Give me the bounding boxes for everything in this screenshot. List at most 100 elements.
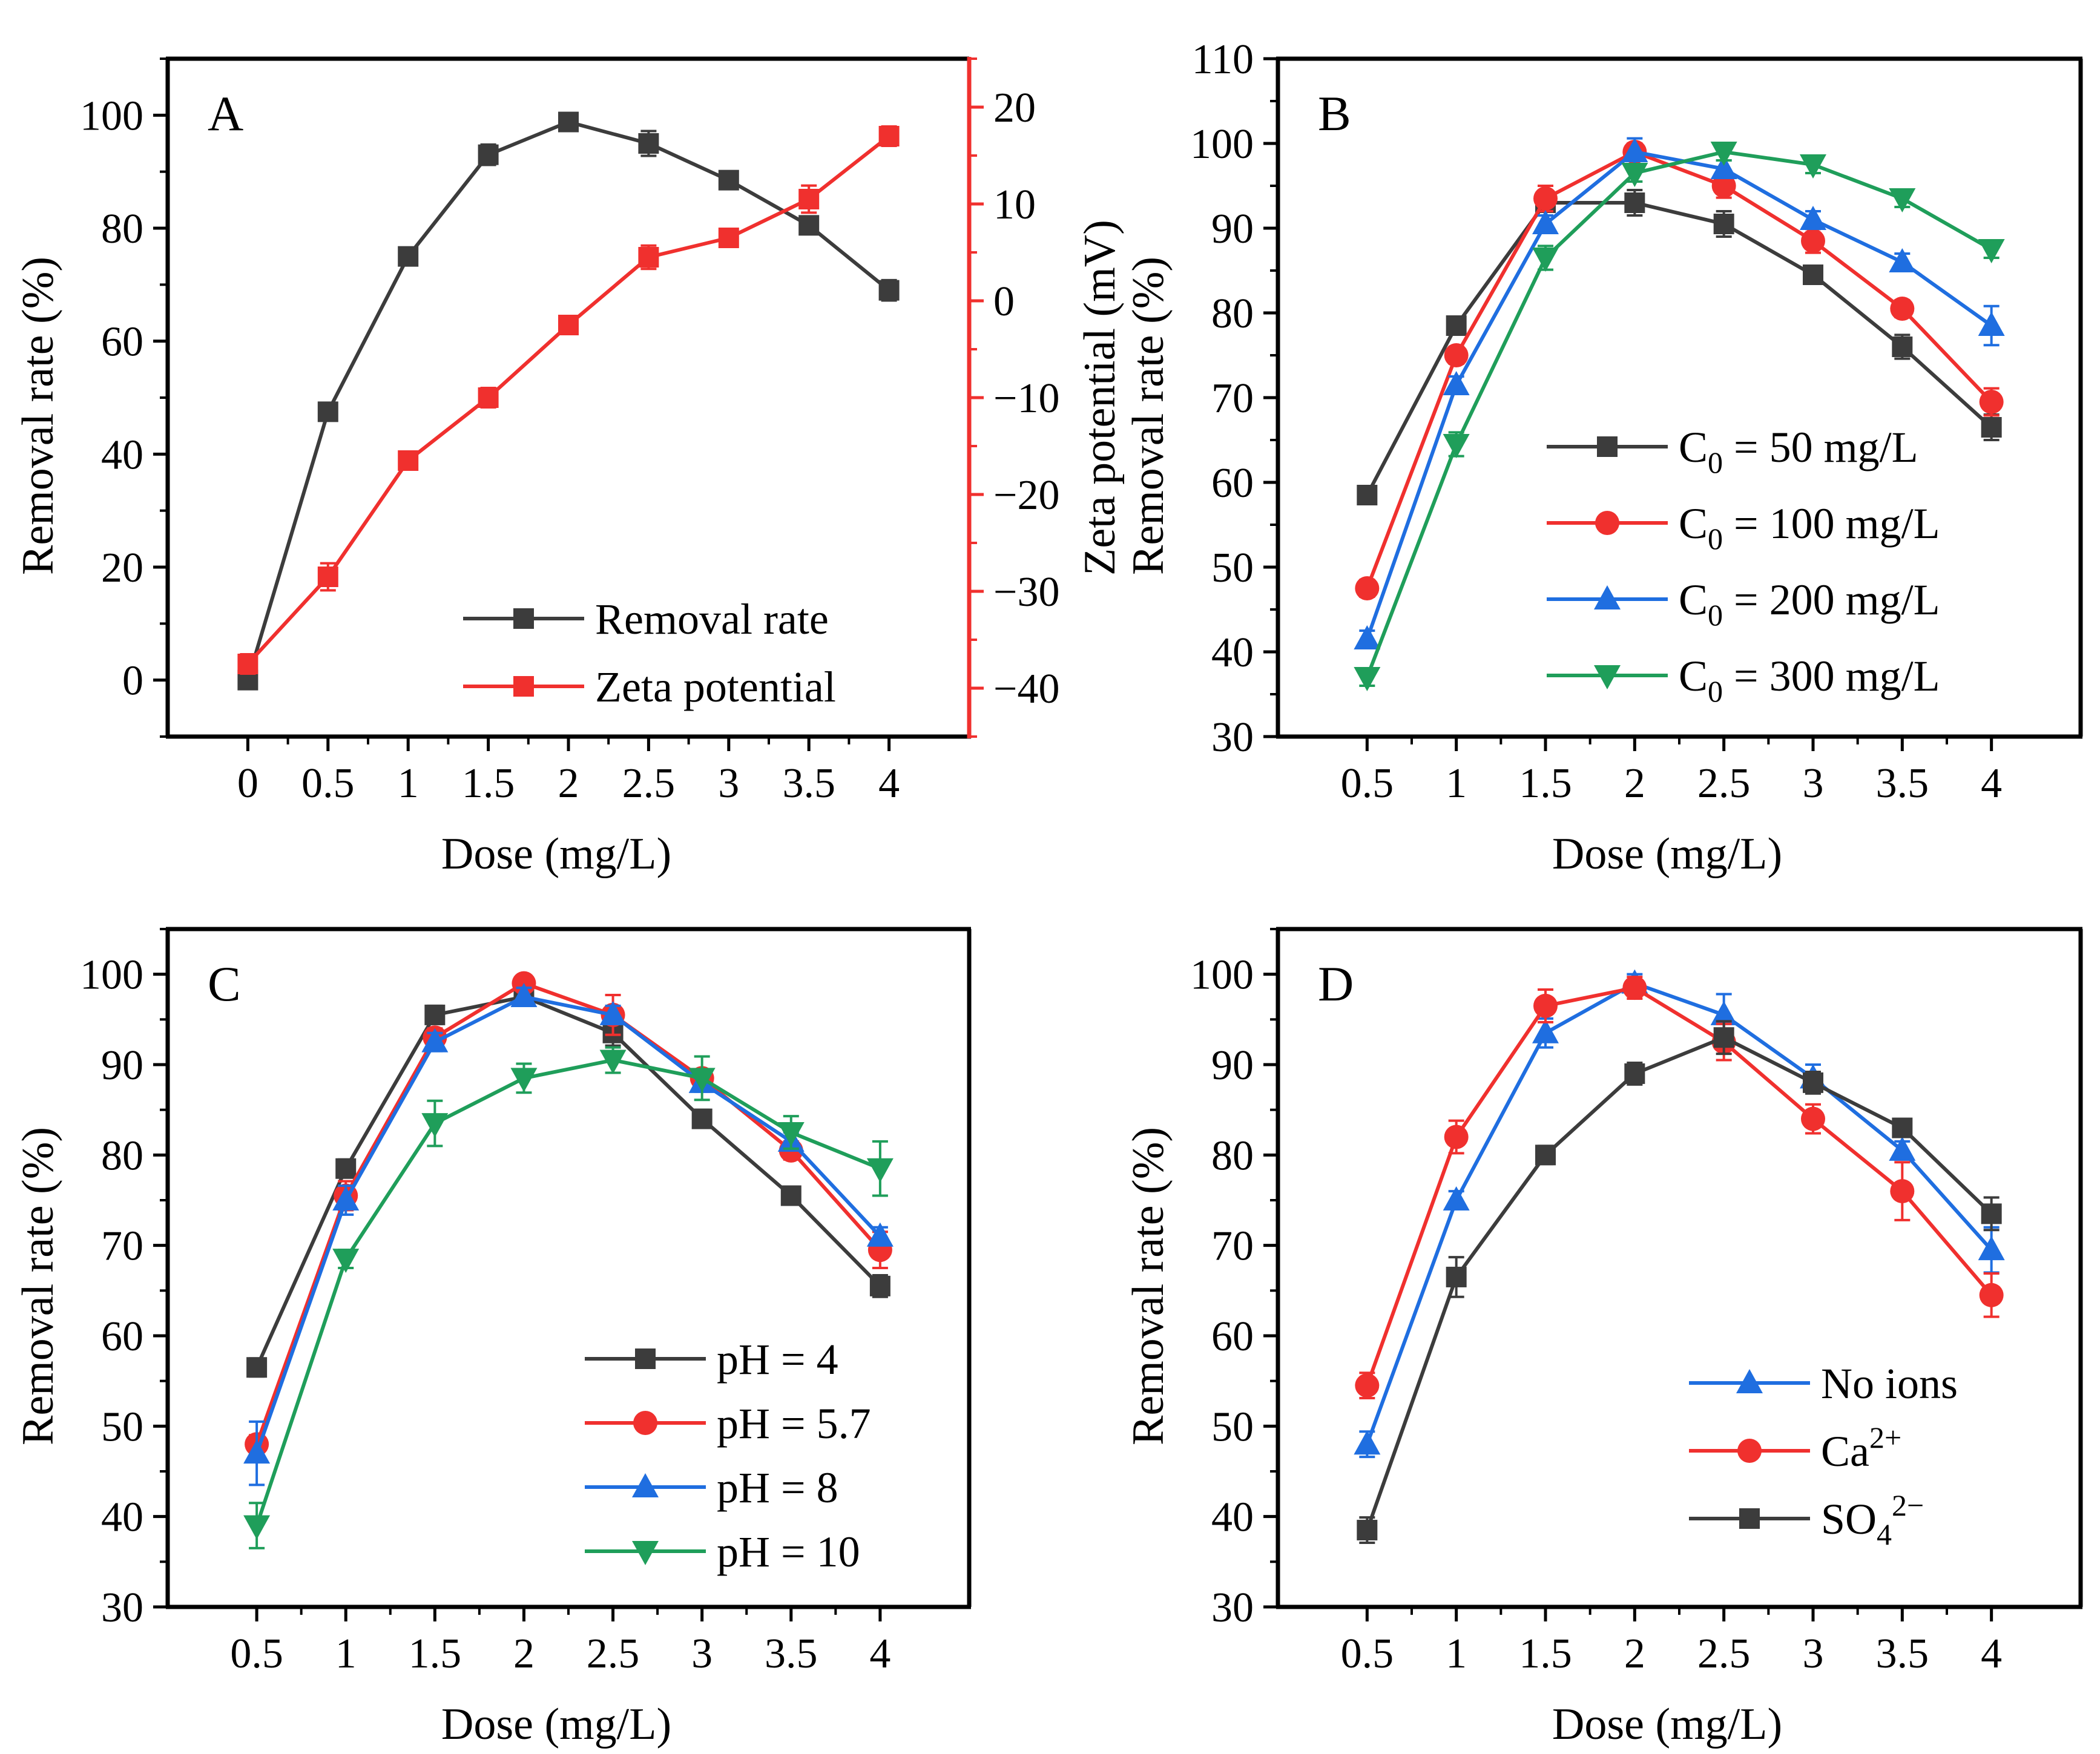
data-point: [1800, 154, 1826, 179]
chart-panel-D: 0.5 1 1.5 2 2.5 3 3.5 4 30 40 50 60 70 80 90 100 Dose (m…: [1124, 927, 2083, 1749]
y-tick-label: 60: [1211, 1313, 1254, 1360]
data-point: [243, 1515, 271, 1540]
panel-letter: A: [208, 86, 243, 141]
y-tick-label: 100: [1190, 121, 1254, 168]
y-axis-label: Removal rate (%): [1124, 1127, 1173, 1445]
y2-tick-label: 0: [993, 278, 1015, 325]
legend-label-text: Removal rate: [595, 595, 829, 643]
legend-label: C0 = 100 mg/L: [1679, 499, 1940, 556]
legend-label-text: pH = 8: [717, 1463, 838, 1512]
x-tick-label: 3: [691, 1631, 713, 1677]
legend-label: C0 = 200 mg/L: [1679, 576, 1940, 632]
legend-label-text: C: [1679, 499, 1708, 548]
data-point: [1710, 1000, 1737, 1025]
data-point: [1444, 343, 1469, 367]
data-point: [638, 247, 659, 268]
legend-label-text: Ca: [1821, 1427, 1869, 1476]
data-point: [691, 1108, 713, 1129]
x-tick-label: 2: [1624, 1631, 1645, 1677]
legend-entry: SO42−: [1689, 1488, 1924, 1551]
x-tick-label: 0.5: [1341, 1631, 1394, 1677]
legend-label-text: pH = 4: [717, 1335, 838, 1384]
legend-superscript: 2−: [1892, 1488, 1924, 1522]
data-point: [1892, 1117, 1913, 1138]
x-tick-label: 1: [398, 760, 419, 807]
x-tick-label: 4: [878, 760, 900, 807]
series-1: [237, 125, 900, 675]
legend-marker: [1597, 436, 1618, 457]
legend-label-text: pH = 5.7: [717, 1399, 871, 1448]
x-tick-label: 1: [1446, 1631, 1467, 1677]
legend-marker: [513, 608, 534, 629]
legend-entry: Zeta potential: [463, 663, 836, 711]
data-point: [1890, 297, 1915, 321]
y-tick-label: 90: [1211, 1042, 1254, 1089]
data-point: [1710, 142, 1737, 166]
y-tick-label: 50: [1211, 1404, 1254, 1450]
data-point: [1800, 206, 1826, 230]
legend-entry: Removal rate: [463, 595, 829, 643]
x-tick-label: 0: [237, 760, 258, 807]
x-tick-label: 4: [1981, 760, 2002, 807]
data-point: [688, 1068, 716, 1092]
x-axis-label: Dose (mg/L): [1552, 829, 1782, 879]
legend-marker: [1595, 511, 1619, 535]
data-point: [1978, 312, 2005, 336]
y2-tick-label: −40: [993, 666, 1059, 712]
data-point: [1355, 576, 1380, 600]
data-point: [1711, 174, 1736, 198]
data-point: [1354, 667, 1381, 691]
data-point: [510, 983, 538, 1007]
data-point: [1355, 1373, 1380, 1398]
series-2: [1357, 1020, 2002, 1544]
x-tick-label: 3.5: [782, 760, 835, 807]
data-point: [599, 1000, 627, 1025]
legend-label: No ions: [1821, 1359, 1958, 1408]
x-tick-label: 1.5: [462, 760, 515, 807]
y-tick-label: 60: [1211, 460, 1254, 507]
y-tick-label: 80: [1211, 1132, 1254, 1179]
x-tick-label: 3: [1803, 760, 1824, 807]
panel-letter: B: [1318, 86, 1351, 141]
y2-tick-label: −20: [993, 472, 1059, 519]
y-tick-label: 0: [122, 658, 143, 705]
data-point: [510, 1068, 538, 1092]
x-tick-label: 3.5: [765, 1631, 818, 1677]
data-point: [777, 1122, 805, 1146]
data-point: [1892, 337, 1913, 357]
series-line: [255, 994, 882, 1454]
legend-label: pH = 4: [717, 1335, 838, 1384]
x-tick-label: 1.5: [1519, 760, 1572, 807]
legend-suffix: = 50 mg/L: [1723, 423, 1918, 471]
chart-panel-A: 0 0.5 1 1.5 2 2.5 3 3.5 4020406080100−40−30−20−1…: [13, 56, 1125, 879]
x-tick-label: 2: [558, 760, 579, 807]
y-tick-label: 40: [1211, 629, 1254, 676]
series-line: [1365, 981, 1993, 1445]
x-tick-label: 1.5: [1519, 1631, 1572, 1677]
series-1: [1355, 976, 2004, 1400]
legend-label: pH = 10: [717, 1528, 860, 1576]
x-tick-label: 0.5: [301, 760, 355, 807]
data-point: [780, 1185, 801, 1206]
y-tick-label: 40: [1211, 1494, 1254, 1541]
y-tick-label: 90: [101, 1042, 143, 1089]
legend-subscript: 0: [1708, 598, 1723, 632]
x-tick-label: 1: [335, 1631, 357, 1677]
series-line: [1365, 985, 1993, 1387]
legend-marker: [1594, 665, 1621, 689]
y-tick-label: 30: [1211, 1585, 1254, 1631]
series-line: [255, 981, 882, 1445]
data-point: [1443, 434, 1470, 458]
legend-entry: pH = 4: [585, 1335, 838, 1384]
data-point: [478, 387, 499, 408]
data-point: [1446, 1266, 1467, 1287]
legend-label: Zeta potential: [595, 663, 836, 711]
legend-subscript: 4: [1877, 1517, 1892, 1551]
y-tick-label: 100: [80, 93, 143, 139]
legend-label: Removal rate: [595, 595, 829, 643]
data-point: [1979, 1283, 2004, 1307]
data-point: [1446, 315, 1467, 336]
y2-axis-label: Zeta potential (mV): [1075, 220, 1125, 576]
y-axis-label: Removal rate (%): [13, 257, 63, 575]
legend-label: Ca2+: [1821, 1421, 1901, 1476]
